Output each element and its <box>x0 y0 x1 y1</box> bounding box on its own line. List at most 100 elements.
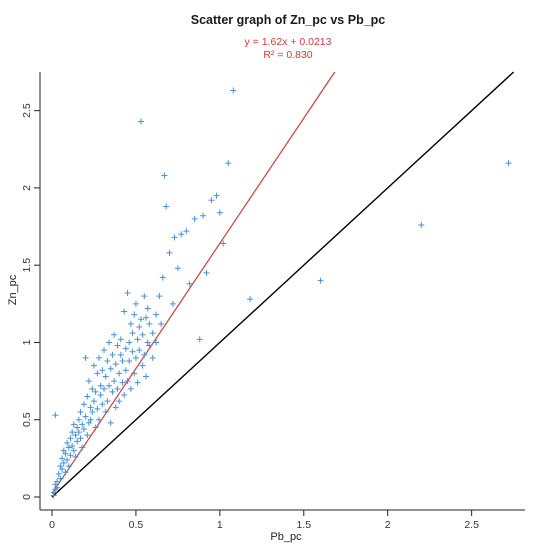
data-point <box>107 419 114 426</box>
x-tick-label: 2 <box>385 519 391 531</box>
data-point <box>220 240 227 247</box>
data-point <box>127 385 134 392</box>
data-point <box>67 435 74 442</box>
data-point <box>163 203 170 210</box>
data-point <box>171 234 178 241</box>
data-point <box>85 419 92 426</box>
data-point <box>134 336 141 343</box>
data-point <box>85 378 92 385</box>
data-point <box>159 274 166 281</box>
data-point <box>141 293 148 300</box>
y-tick-label: 0 <box>21 494 33 500</box>
data-point <box>149 354 156 361</box>
data-point <box>77 435 84 442</box>
data-point <box>89 385 96 392</box>
y-axis-ticks: 0 0.5 1 1.5 2 2.5 <box>21 103 40 500</box>
data-point <box>131 311 138 318</box>
data-point <box>213 192 220 199</box>
data-point <box>129 348 136 355</box>
data-point <box>132 300 139 307</box>
data-point <box>74 438 81 445</box>
y-tick-label: 0.5 <box>21 412 33 427</box>
x-tick-label: 2.5 <box>464 519 479 531</box>
data-point <box>102 373 109 380</box>
data-point <box>50 489 57 496</box>
data-point <box>99 401 106 408</box>
data-point <box>107 365 114 372</box>
data-point <box>72 453 79 460</box>
data-point <box>90 362 97 369</box>
data-point <box>418 222 425 228</box>
data-point <box>126 339 133 346</box>
data-point <box>52 481 59 488</box>
data-point <box>89 409 96 415</box>
data-point <box>102 409 109 415</box>
data-point <box>109 351 116 358</box>
y-tick-label: 2.5 <box>21 103 33 118</box>
data-point <box>104 398 111 405</box>
regression-equation: y = 1.62x + 0.0213 <box>245 36 332 48</box>
data-point <box>114 385 121 392</box>
data-point <box>116 370 123 377</box>
data-point <box>117 336 124 343</box>
data-point <box>121 392 128 398</box>
data-point <box>203 269 210 276</box>
data-point <box>99 367 106 374</box>
data-point <box>146 320 153 327</box>
data-point <box>54 478 61 485</box>
data-point <box>75 429 82 436</box>
regression-line-group <box>51 71 336 495</box>
data-point <box>79 421 86 428</box>
data-point <box>153 339 160 346</box>
data-point <box>153 311 160 318</box>
data-point <box>59 466 66 473</box>
data-point <box>55 470 62 477</box>
data-point <box>97 392 104 398</box>
data-point <box>59 455 66 462</box>
data-point <box>146 342 153 349</box>
data-point <box>247 296 254 303</box>
data-point <box>80 426 87 432</box>
data-point <box>87 416 94 423</box>
data-point <box>225 160 232 167</box>
data-point <box>127 320 134 327</box>
data-point <box>106 339 113 346</box>
data-point <box>96 416 102 423</box>
data-point <box>119 379 126 386</box>
data-point <box>186 280 193 287</box>
data-point <box>77 409 84 415</box>
data-point <box>174 265 181 272</box>
data-point <box>137 316 144 323</box>
data-point <box>230 87 237 94</box>
data-point <box>126 358 133 364</box>
y-tick-label: 1.5 <box>21 258 33 273</box>
data-point <box>131 370 138 377</box>
data-point <box>169 300 176 307</box>
data-point <box>141 351 148 358</box>
data-point <box>79 444 86 451</box>
data-point <box>124 378 131 385</box>
y-tick-label: 2 <box>21 185 33 191</box>
data-point <box>144 305 151 312</box>
data-point <box>57 475 64 482</box>
data-point <box>216 209 223 216</box>
data-point <box>60 447 67 454</box>
data-point <box>64 456 71 463</box>
data-point <box>139 362 146 369</box>
data-point <box>69 443 76 449</box>
x-tick-label: 1.5 <box>296 519 311 531</box>
data-point <box>101 385 108 392</box>
data-point <box>92 424 99 431</box>
data-point <box>84 393 91 400</box>
data-point <box>82 413 89 420</box>
x-tick-label: 0 <box>49 519 55 531</box>
data-point <box>87 404 94 411</box>
data-point <box>137 118 144 125</box>
data-point <box>82 354 89 361</box>
data-point <box>161 172 168 179</box>
reference-line <box>51 71 515 498</box>
data-point <box>109 388 116 395</box>
chart-title: Scatter graph of Zn_pc vs Pb_pc <box>191 13 386 27</box>
data-point <box>144 339 151 346</box>
data-point <box>317 277 324 284</box>
